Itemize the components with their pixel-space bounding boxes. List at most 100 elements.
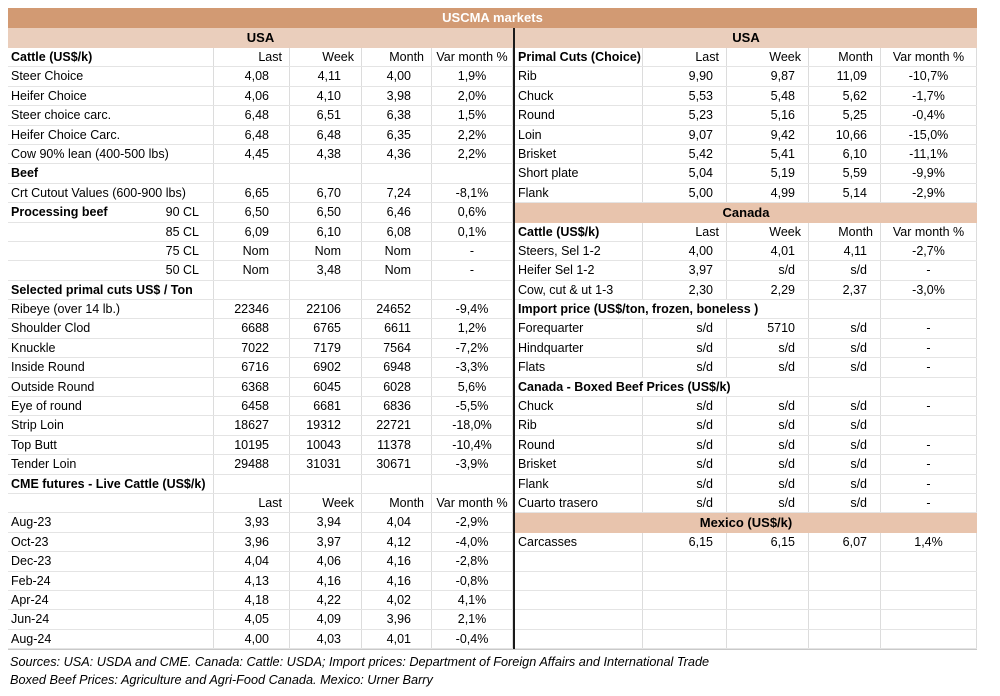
row-label: Steer choice carc.	[8, 106, 214, 125]
value-cell: 6611	[362, 319, 432, 338]
usa-canada-mexico-right-table: USA Primal Cuts (Choice) Last Week Month Var…	[515, 28, 977, 650]
value-cell: 5,14	[809, 183, 881, 203]
value-cell: 6,10	[290, 222, 362, 241]
row-label: Crt Cutout Values (600-900 lbs)	[8, 183, 214, 203]
value-cell: s/d	[643, 474, 727, 493]
value-cell: 9,87	[727, 67, 809, 86]
value-cell: 2,29	[727, 280, 809, 300]
value-cell: 6,35	[362, 125, 432, 144]
value-cell: 4,13	[214, 571, 290, 590]
value-cell: 6681	[290, 397, 362, 416]
value-cell	[643, 552, 727, 571]
table-row	[515, 590, 977, 611]
value-cell: 6,48	[290, 125, 362, 144]
table-row: Aug-23 3,93 3,94 4,04 -2,9%	[8, 513, 513, 533]
var-month-cell: -9,9%	[881, 164, 977, 183]
value-cell: Nom	[362, 241, 432, 261]
row-label	[515, 610, 643, 629]
table-row: Cow 90% lean (400-500 lbs) 4,45 4,38 4,36 2,…	[8, 144, 513, 165]
row-label: Flank	[515, 183, 643, 203]
table-row	[515, 571, 977, 591]
value-cell: 6,10	[809, 144, 881, 164]
table-row: CME futures - Live Cattle (US$/k)	[8, 474, 513, 494]
row-label	[515, 590, 643, 610]
table-section-header	[8, 493, 214, 513]
value-cell: 6,51	[290, 106, 362, 125]
table-row	[515, 552, 977, 572]
row-label: Rib	[515, 416, 643, 435]
value-cell: s/d	[727, 493, 809, 513]
value-cell: 2,30	[643, 280, 727, 300]
table-row: Short plate 5,04 5,19 5,59 -9,9%	[515, 164, 977, 184]
value-cell: 5,19	[727, 164, 809, 183]
var-month-cell: -18,0%	[432, 416, 513, 435]
value-cell: s/d	[809, 397, 881, 416]
row-label: Selected primal cuts US$ / Ton	[8, 280, 214, 300]
row-label: Top Butt	[8, 435, 214, 455]
row-label: Eye of round	[8, 397, 214, 416]
row-label: Aug-24	[8, 629, 214, 649]
value-cell: Nom	[214, 261, 290, 280]
var-month-cell: -	[881, 493, 977, 513]
value-cell: 4,00	[362, 67, 432, 86]
value-cell: 4,09	[290, 610, 362, 629]
region-band-usa-right: USA	[515, 28, 977, 48]
row-label: Hindquarter	[515, 338, 643, 358]
row-label: Round	[515, 435, 643, 455]
value-cell	[809, 610, 881, 629]
value-cell: 4,02	[362, 590, 432, 610]
column-header: Month	[809, 222, 881, 241]
value-cell: 22106	[290, 300, 362, 319]
vertical-divider	[513, 28, 515, 650]
var-month-cell: -	[881, 358, 977, 377]
value-cell: 6,48	[214, 125, 290, 144]
var-month-cell: -	[881, 261, 977, 280]
value-cell: 5,16	[727, 106, 809, 125]
value-cell: 4,36	[362, 144, 432, 164]
var-month-cell: -	[432, 241, 513, 261]
row-label	[515, 629, 643, 649]
column-header: Var month %	[881, 48, 977, 67]
var-month-cell: -	[881, 435, 977, 455]
value-cell: s/d	[809, 416, 881, 435]
value-cell: 4,16	[362, 571, 432, 590]
var-month-cell: 2,2%	[432, 144, 513, 164]
var-month-cell: 1,4%	[881, 532, 977, 552]
sources-note: Sources: USA: USDA and CME. Canada: Catt…	[10, 653, 709, 689]
region-band-row: Mexico (US$/k)	[515, 513, 977, 533]
value-cell: 6,07	[809, 532, 881, 552]
value-cell: 6,48	[214, 106, 290, 125]
row-label: Rib	[515, 67, 643, 86]
value-cell: 6836	[362, 397, 432, 416]
value-cell: 29488	[214, 455, 290, 474]
var-month-cell: -	[881, 319, 977, 338]
column-header: Var month %	[432, 48, 513, 67]
value-cell	[809, 629, 881, 649]
value-cell	[809, 300, 881, 319]
table-row	[515, 629, 977, 650]
section-label: Beef	[11, 164, 47, 183]
table-body: USA Cattle (US$/k) Last Week Month Var month…	[8, 28, 977, 651]
var-month-cell: -15,0%	[881, 125, 977, 144]
var-month-cell: -11,1%	[881, 144, 977, 164]
column-header: Month	[362, 493, 432, 513]
row-label	[515, 571, 643, 590]
value-cell	[290, 474, 362, 493]
table-row: 85 CL 6,09 6,10 6,08 0,1%	[8, 222, 513, 242]
row-label: Heifer Sel 1-2	[515, 261, 643, 280]
table-row: Beef	[8, 164, 513, 184]
var-month-cell: -0,8%	[432, 571, 513, 590]
table-row: Crt Cutout Values (600-900 lbs) 6,65 6,70 7…	[8, 183, 513, 204]
value-cell: 4,16	[362, 552, 432, 571]
value-cell: 22721	[362, 416, 432, 435]
table-row: Chuck s/d s/d s/d -	[515, 397, 977, 417]
value-cell: 4,04	[362, 513, 432, 532]
value-cell: 3,48	[290, 261, 362, 280]
table-row: Top Butt 10195 10043 11378 -10,4%	[8, 435, 513, 456]
var-month-cell	[881, 610, 977, 629]
value-cell: 3,97	[290, 532, 362, 552]
var-month-cell: -	[881, 397, 977, 416]
row-label: Jun-24	[8, 610, 214, 629]
value-cell: s/d	[643, 455, 727, 474]
row-label: Tender Loin	[8, 455, 214, 474]
